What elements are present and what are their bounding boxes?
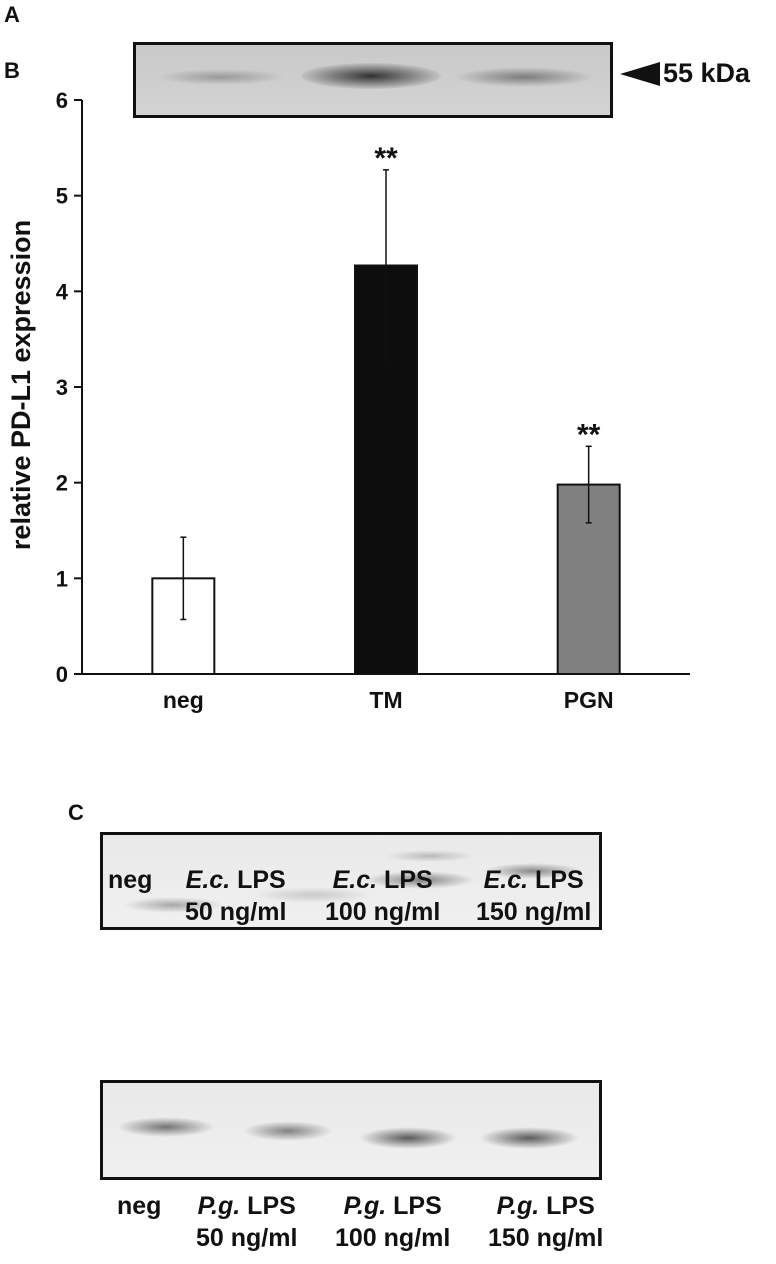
blot-band [365,871,475,889]
blot-band [385,850,475,862]
lane-label-neg: neg [108,866,153,894]
y-tick-label: 0 [56,662,68,687]
y-tick-label: 5 [56,184,68,209]
lane-label-ec-50: E.c. LPS 50 ng/ml [185,866,287,926]
molecular-weight-marker: 55 kDa [663,58,751,88]
x-tick-label: PGN [564,687,614,713]
blot-band [123,897,223,913]
y-axis-label: relative PD-L1 expression [6,220,36,550]
y-tick-label: 6 [56,88,68,113]
blot-band [253,887,373,903]
blot-band [243,1121,333,1141]
lane-label-pg-150: P.g. LPS 150 ng/ml [488,1192,604,1252]
lane-label-ec-100: E.c. LPS 100 ng/ml [325,866,441,926]
x-tick-label: neg [163,687,204,713]
lane-label-neg-2: neg [117,1192,162,1220]
western-blot-c1 [100,832,602,930]
panel-label-a: A [4,2,20,27]
blot-band [359,1127,457,1149]
lane-label-ec-150: E.c. LPS 150 ng/ml [476,866,592,926]
arrowhead-icon [620,62,660,86]
significance-marker: ** [374,142,398,175]
x-tick-label: TM [369,687,402,713]
western-blot-a [133,42,613,118]
panel-label-b: B [4,58,20,83]
y-tick-label: 4 [56,279,69,304]
western-blot-c2 [100,1080,602,1180]
panel-label-c: C [68,800,84,825]
y-tick-label: 2 [56,471,68,496]
y-tick-label: 3 [56,375,68,400]
lane-label-pg-50: P.g. LPS 50 ng/ml [196,1192,298,1252]
significance-marker: ** [577,418,601,451]
blot-band [117,1117,215,1137]
blot-band [483,863,583,879]
blot-band [301,63,441,89]
blot-band [454,67,594,87]
lane-label-pg-100: P.g. LPS 100 ng/ml [335,1192,451,1252]
bar-chart: relative PD-L1 expression 0 1 2 3 4 5 6 neg ** TM… [6,88,690,713]
blot-band [479,1127,579,1149]
y-tick-label: 1 [56,566,68,591]
blot-band [156,69,286,85]
